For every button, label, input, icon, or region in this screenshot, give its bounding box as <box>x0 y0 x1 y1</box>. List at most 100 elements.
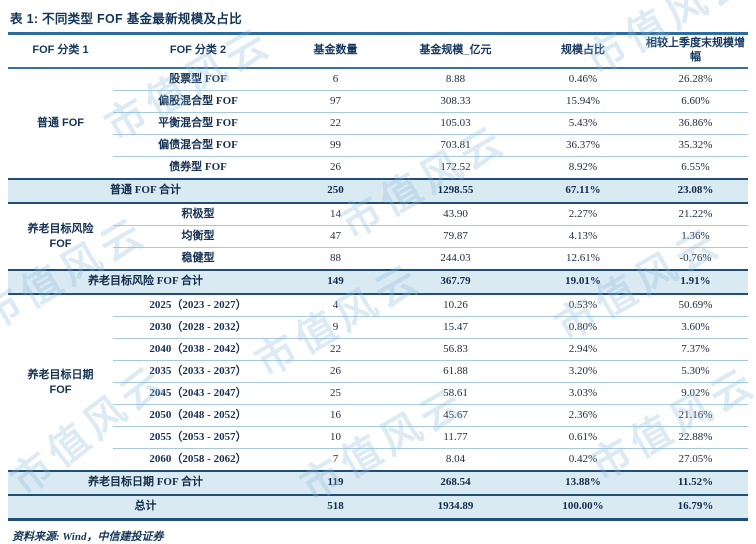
table-row: 2060（2058 - 2062） 7 8.04 0.42% 27.05% <box>8 448 748 472</box>
cell-fund-count: 250 <box>283 178 388 204</box>
cell-scale-share: 19.01% <box>523 269 643 295</box>
table-title: 表 1: 不同类型 FOF 基金最新规模及占比 <box>10 12 242 26</box>
cell-qoq-change: 1.91% <box>643 269 748 295</box>
cell-fund-count: 10 <box>283 426 388 449</box>
cell-qoq-change: 23.08% <box>643 178 748 204</box>
cell-fund-count: 7 <box>283 448 388 472</box>
subtotal-row: 普通 FOF 合计 250 1298.55 67.11% 23.08% <box>8 178 748 204</box>
cell-scale-share: 3.03% <box>523 382 643 405</box>
report-table-page: 表 1: 不同类型 FOF 基金最新规模及占比 FOF 分类 1 FOF 分类 2… <box>8 12 748 543</box>
cell-type: 平衡混合型 FOF <box>113 112 283 135</box>
cell-type: 2035（2033 - 2037） <box>113 360 283 383</box>
cell-fund-count: 26 <box>283 360 388 383</box>
cell-type: 稳健型 <box>113 247 283 271</box>
table-row: 平衡混合型 FOF 22 105.03 5.43% 36.86% <box>8 112 748 135</box>
fof-table: FOF 分类 1 FOF 分类 2 基金数量 基金规模_亿元 规模占比 相较上季度末规模增… <box>8 35 748 521</box>
cell-fund-scale: 244.03 <box>388 247 523 271</box>
cell-scale-share: 8.92% <box>523 156 643 180</box>
cell-scale-share: 5.43% <box>523 112 643 135</box>
cell-qoq-change: 7.37% <box>643 338 748 361</box>
cell-fund-count: 4 <box>283 294 388 317</box>
table-row: 稳健型 88 244.03 12.61% -0.76% <box>8 247 748 271</box>
cell-fund-scale: 105.03 <box>388 112 523 135</box>
cell-qoq-change: 21.22% <box>643 203 748 226</box>
table-row: 2030（2028 - 2032） 9 15.47 0.80% 3.60% <box>8 316 748 339</box>
cell-fund-scale: 1934.89 <box>388 494 523 521</box>
cell-fund-count: 14 <box>283 203 388 226</box>
table-row: 2050（2048 - 2052） 16 45.67 2.36% 21.16% <box>8 404 748 427</box>
table-row: 债券型 FOF 26 172.52 8.92% 6.55% <box>8 156 748 180</box>
cell-qoq-change: 9.02% <box>643 382 748 405</box>
subtotal-row: 养老目标日期 FOF 合计 119 268.54 13.88% 11.52% <box>8 470 748 496</box>
column-header: 基金规模_亿元 <box>388 35 523 69</box>
cell-type: 债券型 FOF <box>113 156 283 180</box>
column-header: FOF 分类 2 <box>113 35 283 69</box>
column-header: 规模占比 <box>523 35 643 69</box>
group-cell: 养老目标日期 FOF <box>8 294 113 472</box>
table-row: 2055（2053 - 2057） 10 11.77 0.61% 22.88% <box>8 426 748 449</box>
table-row: 均衡型 47 79.87 4.13% 1.36% <box>8 225 748 248</box>
table-row: 养老目标日期 FOF 2025（2023 - 2027） 4 10.26 0.53% 50… <box>8 294 748 472</box>
group-cell: 养老目标风险 FOF <box>8 203 113 271</box>
cell-fund-count: 22 <box>283 338 388 361</box>
cell-type: 积极型 <box>113 203 283 226</box>
cell-scale-share: 67.11% <box>523 178 643 204</box>
cell-scale-share: 0.46% <box>523 68 643 91</box>
cell-fund-scale: 45.67 <box>388 404 523 427</box>
cell-fund-scale: 43.90 <box>388 203 523 226</box>
cell-type: 2025（2023 - 2027） <box>113 294 283 317</box>
cell-fund-count: 99 <box>283 134 388 157</box>
cell-scale-share: 2.94% <box>523 338 643 361</box>
cell-fund-count: 22 <box>283 112 388 135</box>
cell-qoq-change: 22.88% <box>643 426 748 449</box>
subtotal-row: 养老目标风险 FOF 合计 149 367.79 19.01% 1.91% <box>8 269 748 295</box>
cell-fund-scale: 367.79 <box>388 269 523 295</box>
cell-fund-count: 88 <box>283 247 388 271</box>
table-header-row: FOF 分类 1 FOF 分类 2 基金数量 基金规模_亿元 规模占比 相较上季度末规模增… <box>8 35 748 69</box>
cell-fund-count: 518 <box>283 494 388 521</box>
cell-fund-scale: 172.52 <box>388 156 523 180</box>
cell-scale-share: 0.61% <box>523 426 643 449</box>
cell-scale-share: 4.13% <box>523 225 643 248</box>
cell-fund-scale: 56.83 <box>388 338 523 361</box>
cell-type: 偏股混合型 FOF <box>113 90 283 113</box>
table-row: 2035（2033 - 2037） 26 61.88 3.20% 5.30% <box>8 360 748 383</box>
title-rule <box>8 32 748 35</box>
cell-scale-share: 100.00% <box>523 494 643 521</box>
grand-total-row-label: 总计 <box>8 494 283 521</box>
table-row: 养老目标风险 FOF 积极型 14 43.90 2.27% 21.22% <box>8 203 748 271</box>
cell-scale-share: 0.53% <box>523 294 643 317</box>
table-row: 偏股混合型 FOF 97 308.33 15.94% 6.60% <box>8 90 748 113</box>
cell-fund-count: 119 <box>283 470 388 496</box>
column-header: FOF 分类 1 <box>8 35 113 69</box>
cell-qoq-change: 6.60% <box>643 90 748 113</box>
cell-fund-scale: 15.47 <box>388 316 523 339</box>
cell-qoq-change: 21.16% <box>643 404 748 427</box>
cell-qoq-change: 36.86% <box>643 112 748 135</box>
cell-type: 2050（2048 - 2052） <box>113 404 283 427</box>
column-header: 相较上季度末规模增幅 <box>643 35 748 69</box>
cell-fund-scale: 268.54 <box>388 470 523 496</box>
cell-type: 偏债混合型 FOF <box>113 134 283 157</box>
table-body: 普通 FOF 股票型 FOF 6 8.88 0.46% 26.28% 偏股混合型 FOF 97… <box>8 68 748 521</box>
cell-qoq-change: 5.30% <box>643 360 748 383</box>
subtotal-row-label: 养老目标风险 FOF 合计 <box>8 269 283 295</box>
cell-fund-count: 16 <box>283 404 388 427</box>
cell-type: 2045（2043 - 2047） <box>113 382 283 405</box>
group-cell: 普通 FOF <box>8 68 113 180</box>
table-row: 2040（2038 - 2042） 22 56.83 2.94% 7.37% <box>8 338 748 361</box>
cell-scale-share: 0.80% <box>523 316 643 339</box>
cell-fund-count: 9 <box>283 316 388 339</box>
cell-scale-share: 0.42% <box>523 448 643 472</box>
cell-fund-scale: 11.77 <box>388 426 523 449</box>
cell-fund-scale: 8.88 <box>388 68 523 91</box>
cell-fund-count: 25 <box>283 382 388 405</box>
cell-type: 2055（2053 - 2057） <box>113 426 283 449</box>
cell-fund-count: 97 <box>283 90 388 113</box>
cell-fund-count: 149 <box>283 269 388 295</box>
cell-fund-scale: 308.33 <box>388 90 523 113</box>
cell-type: 2030（2028 - 2032） <box>113 316 283 339</box>
cell-type: 均衡型 <box>113 225 283 248</box>
cell-fund-scale: 58.61 <box>388 382 523 405</box>
cell-qoq-change: 3.60% <box>643 316 748 339</box>
